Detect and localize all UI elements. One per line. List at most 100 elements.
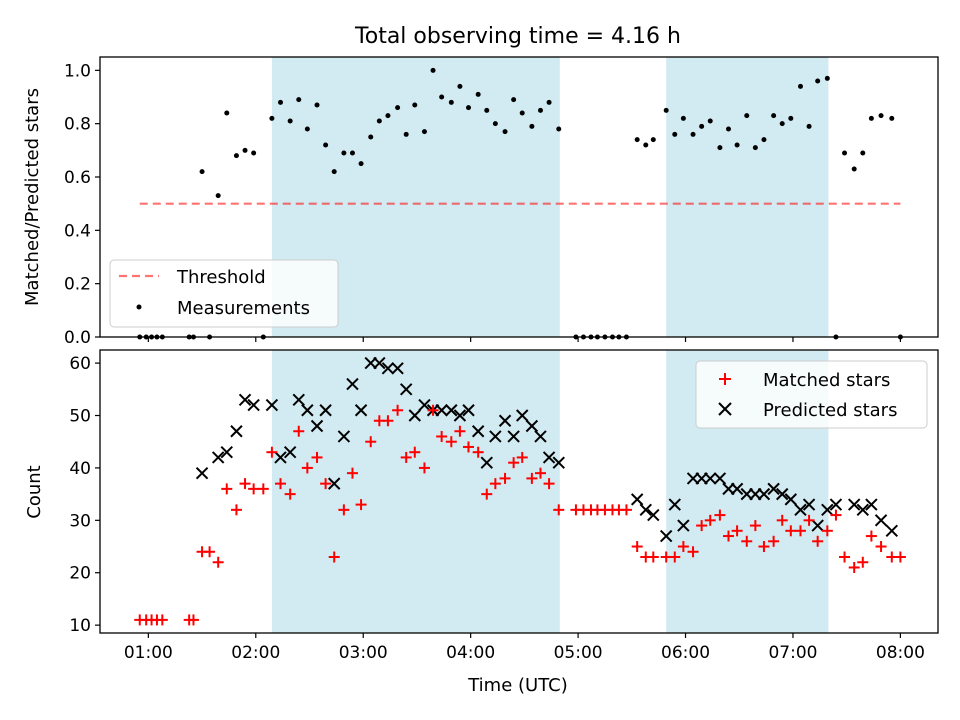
matched-star-point (776, 514, 788, 526)
predicted-star-point (274, 451, 287, 464)
matched-star-point (400, 451, 412, 463)
x-tick-label: 05:00 (554, 643, 603, 663)
measurement-point (680, 115, 686, 121)
predicted-star-point (802, 498, 816, 511)
predicted-star-point (856, 503, 870, 517)
matched-star-point (499, 472, 511, 484)
matched-star-point (803, 514, 815, 526)
predicted-star-point (794, 503, 807, 517)
bottom-axes-frame (99, 349, 939, 634)
y-tick-label: 0.8 (64, 115, 91, 135)
measurement-point (788, 115, 794, 121)
predicted-star-point (784, 493, 798, 506)
y-tick-label: 1.0 (64, 61, 91, 81)
top-observing-windows (271, 57, 829, 337)
measurement-point (868, 115, 874, 121)
matched-star-point (481, 488, 493, 500)
matched-star-point (768, 535, 780, 547)
matched-star-point (758, 541, 770, 553)
predicted-star-point (247, 398, 260, 412)
measurement-point (529, 123, 535, 129)
chart-title: Total observing time = 4.16 h (354, 24, 681, 49)
matched-star-point (418, 462, 430, 474)
predicted-star-point (639, 503, 652, 517)
measurement-point (537, 107, 543, 113)
predicted-star-point (195, 466, 209, 480)
measurement-point (860, 150, 866, 156)
matched-star-point (328, 551, 340, 563)
measurement-point (215, 193, 221, 199)
predicted-star-point (445, 404, 458, 417)
matched-star-point (687, 546, 699, 558)
bottom-legend: Matched stars Predicted stars (695, 360, 928, 429)
matched-star-point (221, 483, 233, 495)
top-y-ticks: 0.0 0.2 0.4 0.6 0.8 1.0 (64, 61, 100, 348)
predicted-star-point (346, 377, 359, 391)
predicted-star-point (821, 503, 834, 517)
measurement-point (643, 142, 649, 148)
y-tick-label: 40 (69, 459, 91, 479)
matched-star-point (156, 614, 168, 626)
predicted-star-point (211, 451, 225, 464)
measurement-point (199, 169, 205, 175)
matched-star-point (301, 462, 313, 474)
matched-star-point (785, 525, 797, 537)
predicted-star-point (552, 456, 565, 469)
y-tick-label: 20 (69, 564, 91, 584)
matched-star-point (248, 483, 260, 495)
measurement-point (385, 113, 391, 119)
predicted-star-point (865, 498, 878, 511)
matched-star-point (830, 509, 842, 521)
matched-legend-label: Matched stars (763, 370, 890, 391)
matched-star-point (284, 488, 296, 500)
bottom-observing-windows (271, 350, 829, 633)
predicted-star-point (668, 498, 681, 511)
predicted-star-point (659, 529, 673, 543)
predicted-star-point (730, 482, 744, 496)
measurement-point (717, 145, 723, 151)
top-panel: 0.0 0.2 0.4 0.6 0.8 1.0 Matched/Predicted sta… (22, 56, 939, 348)
matched-star-point (311, 451, 323, 463)
matched-star-point (875, 541, 887, 553)
x-tick-label: 06:00 (661, 643, 710, 663)
measurement-point (502, 129, 508, 135)
bottom-legend-box (695, 360, 928, 429)
matched-star-point (266, 446, 278, 458)
matched-star-point (749, 520, 761, 532)
matched-star-point (894, 551, 906, 563)
predicted-star-point (373, 356, 386, 370)
measurement-point (556, 126, 562, 132)
predicted-star-point (265, 398, 279, 412)
matched-star-point (382, 415, 394, 427)
measurement-point (634, 137, 640, 143)
bottom-panel: 10 20 30 40 50 60 01:00 02:00 03:00 04:00 05:00 06… (24, 349, 939, 696)
y-tick-label: 0.2 (64, 275, 91, 295)
predicted-star-point (525, 419, 539, 433)
top-legend: Threshold Measurements (109, 259, 339, 328)
predicted-star-point (630, 493, 644, 506)
predicted-star-point (381, 362, 395, 375)
measurement-point (430, 67, 436, 73)
measurement-point (650, 137, 656, 143)
measurement-point (492, 121, 498, 127)
matched-star-point (338, 504, 350, 516)
matched-star-point (454, 425, 466, 437)
matched-star-point (714, 509, 726, 521)
y-tick-label: 10 (69, 616, 91, 636)
measurement-point (752, 145, 758, 151)
matched-stars-points (134, 404, 906, 626)
matched-star-point (212, 556, 224, 568)
predicted-star-point (462, 404, 475, 417)
measurement-point (439, 94, 445, 100)
matched-star-point (365, 436, 377, 448)
predicted-star-point (767, 482, 780, 496)
matched-star-point (409, 446, 421, 458)
predicted-star-point (408, 409, 421, 422)
matched-star-point (257, 483, 269, 495)
measurement-point (457, 83, 463, 89)
matched-star-point (631, 541, 643, 553)
matched-star-point (812, 535, 824, 547)
bottom-y-ticks: 10 20 30 40 50 60 (69, 354, 100, 636)
